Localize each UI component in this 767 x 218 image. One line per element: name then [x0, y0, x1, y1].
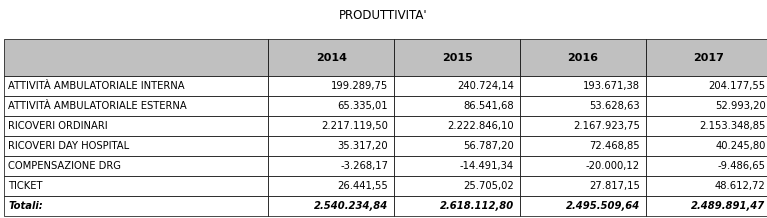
- Bar: [394, 96, 520, 116]
- Bar: [268, 116, 394, 136]
- Bar: [520, 196, 646, 216]
- Bar: [4, 196, 268, 216]
- Bar: [394, 156, 520, 176]
- Bar: [268, 176, 394, 196]
- Text: 2.618.112,80: 2.618.112,80: [439, 201, 514, 211]
- Bar: [646, 176, 767, 196]
- Text: 2.222.846,10: 2.222.846,10: [447, 121, 514, 131]
- Text: 2016: 2016: [568, 53, 598, 63]
- Bar: [520, 76, 646, 96]
- Text: 2.217.119,50: 2.217.119,50: [321, 121, 388, 131]
- Bar: [520, 116, 646, 136]
- Bar: [646, 39, 767, 76]
- Text: TICKET: TICKET: [8, 181, 43, 191]
- Bar: [268, 76, 394, 96]
- Text: -3.268,17: -3.268,17: [340, 161, 388, 171]
- Text: ATTIVITÀ AMBULATORIALE INTERNA: ATTIVITÀ AMBULATORIALE INTERNA: [8, 81, 185, 91]
- Bar: [4, 156, 268, 176]
- Text: 2.489.891,47: 2.489.891,47: [691, 201, 765, 211]
- Bar: [394, 176, 520, 196]
- Bar: [4, 136, 268, 156]
- Text: 204.177,55: 204.177,55: [709, 81, 765, 91]
- Text: 86.541,68: 86.541,68: [463, 101, 514, 111]
- Text: 52.993,20: 52.993,20: [715, 101, 765, 111]
- Text: 40.245,80: 40.245,80: [715, 141, 765, 151]
- Text: 48.612,72: 48.612,72: [715, 181, 765, 191]
- Text: 72.468,85: 72.468,85: [589, 141, 640, 151]
- Text: 2017: 2017: [693, 53, 724, 63]
- Bar: [394, 196, 520, 216]
- Bar: [646, 136, 767, 156]
- Text: 2.153.348,85: 2.153.348,85: [699, 121, 765, 131]
- Text: 193.671,38: 193.671,38: [583, 81, 640, 91]
- Bar: [4, 116, 268, 136]
- Bar: [394, 116, 520, 136]
- Text: 56.787,20: 56.787,20: [463, 141, 514, 151]
- Text: 53.628,63: 53.628,63: [589, 101, 640, 111]
- Bar: [520, 96, 646, 116]
- Text: 35.317,20: 35.317,20: [337, 141, 388, 151]
- Bar: [646, 116, 767, 136]
- Bar: [268, 196, 394, 216]
- Bar: [646, 76, 767, 96]
- Bar: [520, 39, 646, 76]
- Text: 199.289,75: 199.289,75: [331, 81, 388, 91]
- Text: 2015: 2015: [442, 53, 472, 63]
- Text: -9.486,65: -9.486,65: [717, 161, 765, 171]
- Text: 25.705,02: 25.705,02: [463, 181, 514, 191]
- Text: RICOVERI DAY HOSPITAL: RICOVERI DAY HOSPITAL: [8, 141, 130, 151]
- Text: 2.495.509,64: 2.495.509,64: [565, 201, 640, 211]
- Text: 2.167.923,75: 2.167.923,75: [573, 121, 640, 131]
- Bar: [646, 156, 767, 176]
- Bar: [520, 176, 646, 196]
- Bar: [646, 96, 767, 116]
- Bar: [520, 156, 646, 176]
- Bar: [520, 136, 646, 156]
- Bar: [268, 39, 394, 76]
- Bar: [268, 136, 394, 156]
- Bar: [4, 176, 268, 196]
- Bar: [4, 76, 268, 96]
- Text: ATTIVITÀ AMBULATORIALE ESTERNA: ATTIVITÀ AMBULATORIALE ESTERNA: [8, 101, 187, 111]
- Text: Totali:: Totali:: [8, 201, 43, 211]
- Text: 65.335,01: 65.335,01: [337, 101, 388, 111]
- Bar: [394, 76, 520, 96]
- Text: 2014: 2014: [316, 53, 347, 63]
- Bar: [4, 96, 268, 116]
- Text: 2.540.234,84: 2.540.234,84: [314, 201, 388, 211]
- Bar: [394, 39, 520, 76]
- Bar: [646, 196, 767, 216]
- Text: -14.491,34: -14.491,34: [459, 161, 514, 171]
- Text: COMPENSAZIONE DRG: COMPENSAZIONE DRG: [8, 161, 121, 171]
- Bar: [268, 156, 394, 176]
- Text: PRODUTTIVITA': PRODUTTIVITA': [339, 9, 428, 22]
- Text: RICOVERI ORDINARI: RICOVERI ORDINARI: [8, 121, 108, 131]
- Bar: [268, 96, 394, 116]
- Text: 240.724,14: 240.724,14: [457, 81, 514, 91]
- Text: 27.817,15: 27.817,15: [589, 181, 640, 191]
- Text: -20.000,12: -20.000,12: [585, 161, 640, 171]
- Bar: [4, 39, 268, 76]
- Bar: [394, 136, 520, 156]
- Text: 26.441,55: 26.441,55: [337, 181, 388, 191]
